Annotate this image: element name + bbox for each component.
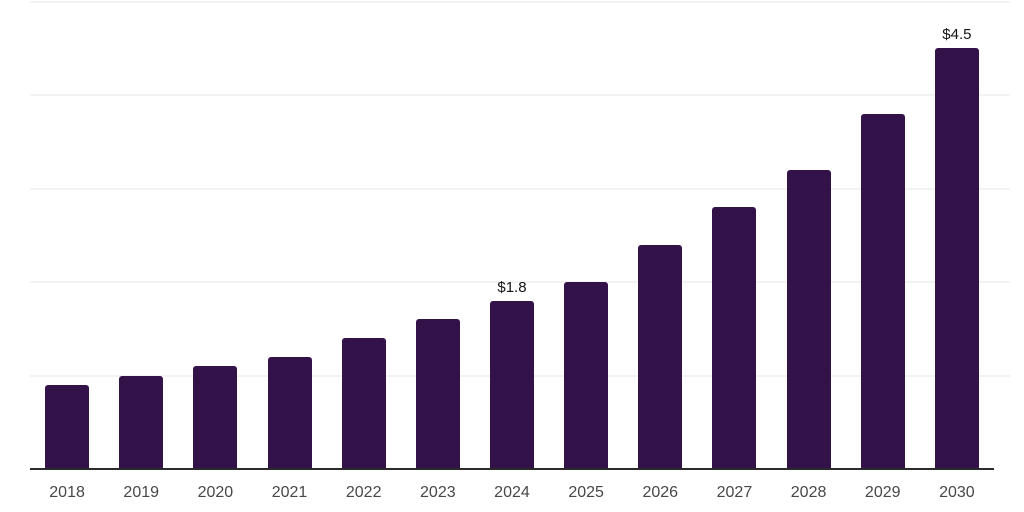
x-axis-label-2019: 2019	[123, 484, 160, 501]
bar-2021	[267, 356, 312, 469]
gridline-5	[30, 0, 1010, 3]
x-axis-label-2021: 2021	[271, 484, 308, 501]
bar-2026	[638, 244, 683, 469]
bar-2018	[45, 384, 90, 469]
gridline-3	[30, 187, 1010, 190]
x-axis-label-2024: 2024	[494, 484, 530, 501]
x-axis-label-2028: 2028	[790, 484, 827, 501]
x-axis-line	[30, 468, 994, 470]
bar-2020	[193, 366, 238, 469]
bar-2028	[786, 169, 831, 469]
x-axis-label-2022: 2022	[345, 484, 382, 501]
gridline-2	[30, 281, 1010, 283]
bar-2030	[934, 48, 979, 469]
bar-2025	[564, 282, 609, 469]
value-label-2024: $1.8	[497, 278, 527, 296]
bar-2023	[415, 319, 460, 469]
x-axis-label-2027: 2027	[716, 484, 753, 501]
x-axis-label-2025: 2025	[568, 484, 604, 501]
x-axis-label-2020: 2020	[197, 484, 234, 501]
bar-2022	[341, 338, 386, 469]
x-axis-label-2026: 2026	[642, 484, 679, 501]
x-axis-label-2018: 2018	[49, 484, 85, 501]
bar-2019	[119, 375, 164, 469]
bar-2024	[489, 300, 534, 469]
bar-2029	[860, 113, 905, 469]
x-axis-label-2023: 2023	[420, 484, 456, 501]
gridline-4	[30, 94, 1010, 96]
x-axis-label-2029: 2029	[864, 484, 901, 501]
value-label-2030: $4.5	[942, 26, 972, 44]
bar-2027	[712, 207, 757, 469]
x-axis-label-2030: 2030	[939, 484, 975, 501]
